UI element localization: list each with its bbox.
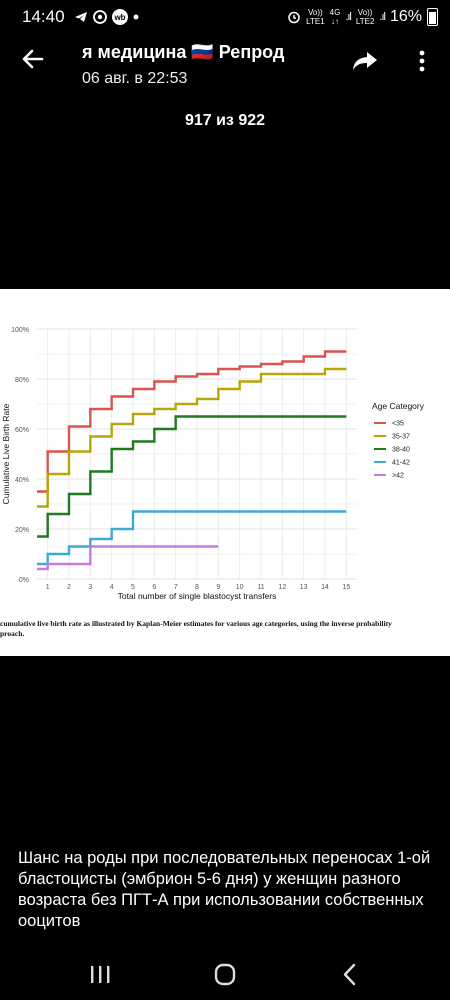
chat-title-text: я медицина 🇷🇺 Репрод	[82, 42, 285, 62]
x-tick-label: 7	[174, 584, 178, 591]
series-line	[37, 367, 347, 508]
x-tick-label: 15	[342, 584, 350, 591]
nav-back-button[interactable]	[330, 960, 370, 990]
x-tick-label: 14	[321, 584, 329, 591]
media-counter: 917 из 922	[184, 112, 266, 129]
battery-icon	[427, 8, 438, 26]
x-tick-label: 2	[67, 584, 71, 591]
y-tick-label: 20%	[15, 527, 29, 534]
network-type: 4G ↓↑	[329, 8, 341, 26]
series-line	[37, 415, 347, 538]
wb-app-icon: wb	[112, 9, 128, 25]
sim2-indicator: Vo)) LTE2	[355, 8, 375, 26]
recent-apps-icon	[91, 966, 110, 983]
x-tick-label: 5	[131, 584, 135, 591]
media-viewer-header: я медицина 🇷🇺 Репрод 06 авг. в 22:53	[0, 34, 450, 94]
series-line	[37, 510, 347, 566]
share-icon	[353, 52, 377, 70]
kaplan-meier-chart: 0%20%40%60%80%100%1 2 3 4 5 6 7 8 9 10 11 12 13 14 15T…	[1, 327, 425, 601]
x-tick-label: 1	[46, 584, 50, 591]
x-tick-label: 12	[278, 584, 286, 591]
x-tick-label: 11	[257, 584, 264, 591]
x-tick-label: 3	[88, 584, 92, 591]
photo-caption: cumulative live birth rate as illustrate…	[0, 619, 392, 638]
x-tick-label: 9	[216, 584, 220, 591]
nav-back-icon	[343, 963, 356, 986]
dot-icon	[133, 14, 139, 20]
chrome-icon	[93, 10, 107, 24]
battery-percent: 16%	[389, 8, 422, 25]
status-time: 14:40	[22, 7, 65, 26]
legend-title: Age Category	[372, 401, 425, 411]
home-button[interactable]	[205, 960, 245, 990]
legend-label: 41-42	[392, 460, 410, 467]
chat-title: я медицина 🇷🇺 Репрод	[82, 42, 310, 63]
series-line	[37, 545, 219, 571]
x-axis-title: Total number of single blastocyst transf…	[118, 591, 277, 601]
y-tick-label: 0%	[19, 577, 29, 584]
share-button[interactable]	[350, 46, 380, 76]
post-description: Шанс на роды при последовательных перено…	[18, 849, 431, 930]
signal-icon: .ıl	[379, 11, 385, 23]
x-tick-label: 13	[300, 584, 308, 591]
system-navigation-bar	[0, 950, 450, 1000]
sim1-indicator: Vo)) LTE1	[306, 8, 325, 26]
y-tick-label: 40%	[15, 477, 29, 484]
home-icon	[214, 963, 236, 986]
more-options-button[interactable]	[410, 46, 434, 76]
system-icons: Vo)) LTE1 4G ↓↑ .ıl Vo)) LTE2 .ıl 16%	[287, 8, 438, 26]
x-tick-label: 10	[236, 584, 244, 591]
alarm-icon	[288, 11, 300, 24]
legend-label: 38-40	[392, 447, 410, 454]
recent-apps-button[interactable]	[80, 960, 120, 990]
x-tick-label: 4	[110, 584, 114, 591]
y-tick-label: 100%	[11, 327, 29, 334]
legend-label: >42	[392, 473, 404, 480]
legend-label: 35-37	[392, 434, 410, 441]
post-date: 06 авг. в 22:53	[82, 70, 188, 87]
y-tick-label: 80%	[15, 377, 29, 384]
arrow-left-icon	[22, 49, 44, 69]
more-vertical-icon	[419, 50, 425, 72]
y-tick-label: 60%	[15, 427, 29, 434]
signal-icon: .ıl	[345, 11, 351, 23]
status-bar: 14:40 wb Vo)) LTE1 4G ↓↑ .ıl Vo)) LTE2 .ıl …	[0, 0, 450, 34]
x-tick-label: 6	[152, 584, 156, 591]
media-photo[interactable]: 0% 20% 40% 60% 80% 100% 1 2 3 4 5 6 7 8 9 10 11 12 13 14 15 T…	[0, 289, 450, 656]
legend-label: <35	[392, 421, 404, 428]
y-axis-title: Cumulative Live Birth Rate	[1, 403, 11, 504]
notification-icons: wb	[74, 9, 139, 25]
back-button[interactable]	[18, 44, 48, 74]
telegram-icon	[75, 12, 87, 22]
series-line	[37, 350, 347, 493]
x-tick-label: 8	[195, 584, 199, 591]
